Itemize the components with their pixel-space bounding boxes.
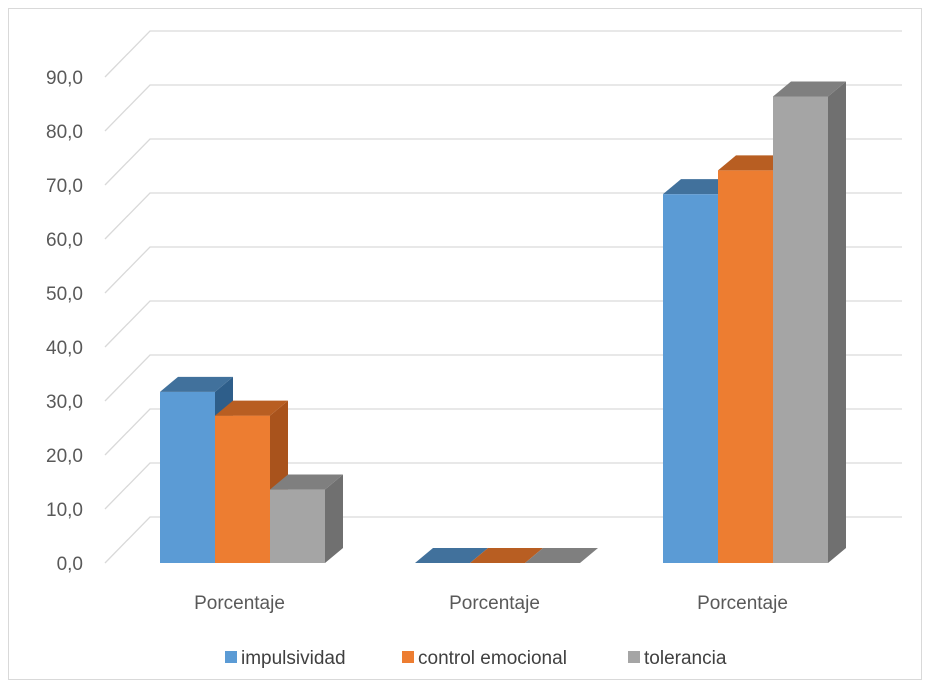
gridline (104, 408, 902, 456)
bars (160, 81, 846, 564)
bar-front (160, 391, 215, 563)
y-tick-label: 30,0 (46, 392, 83, 413)
bar-top (160, 376, 233, 392)
gridline (104, 192, 902, 240)
bar (525, 548, 598, 563)
gridline (104, 354, 902, 402)
gridline (104, 30, 902, 78)
bar-side (325, 474, 343, 563)
x-category-label: Porcentaje (449, 593, 540, 614)
y-tick-label: 10,0 (46, 500, 83, 521)
gridline (104, 462, 902, 510)
bar-front (718, 170, 773, 564)
bar-top (525, 548, 598, 563)
legend-label: impulsividad (241, 648, 346, 669)
y-tick-label: 50,0 (46, 284, 83, 305)
bar (470, 548, 543, 563)
y-tick-label: 0,0 (57, 554, 83, 575)
y-tick-label: 40,0 (46, 338, 83, 359)
legend-label: control emocional (418, 648, 567, 669)
y-tick-label: 70,0 (46, 176, 83, 197)
bar-front (663, 194, 718, 563)
bar-top (415, 548, 488, 563)
bar (773, 81, 846, 563)
y-tick-label: 20,0 (46, 446, 83, 467)
bar-side (828, 81, 846, 563)
y-tick-label: 90,0 (46, 68, 83, 89)
bar-front (773, 96, 828, 563)
legend-swatch (402, 651, 414, 663)
y-axis-ticks: 0,0 10,0 20,0 30,0 40,0 50,0 60,0 70,0 80,0 90,0 (46, 68, 83, 575)
gridlines (104, 30, 902, 564)
bar-top (215, 400, 288, 416)
gridline (104, 300, 902, 348)
y-tick-label: 80,0 (46, 122, 83, 143)
y-tick-label: 60,0 (46, 230, 83, 251)
legend-swatch (628, 651, 640, 663)
bar (415, 548, 488, 563)
bar-top (270, 474, 343, 490)
legend-swatch (225, 651, 237, 663)
legend: impulsividad control emocional tolerancia (225, 648, 727, 669)
gridline (104, 246, 902, 294)
gridline (104, 516, 902, 564)
x-category-label: Porcentaje (697, 593, 788, 614)
x-category-label: Porcentaje (194, 593, 285, 614)
bar-front (215, 415, 270, 563)
bar-top (718, 155, 791, 171)
gridline (104, 138, 902, 186)
bar-top (470, 548, 543, 563)
bar (270, 474, 343, 563)
x-axis-categories: Porcentaje Porcentaje Porcentaje (194, 593, 788, 614)
gridline (104, 84, 902, 132)
bar-front (270, 489, 325, 563)
bar-top (663, 179, 736, 195)
legend-label: tolerancia (644, 648, 727, 669)
bar-top (773, 81, 846, 97)
